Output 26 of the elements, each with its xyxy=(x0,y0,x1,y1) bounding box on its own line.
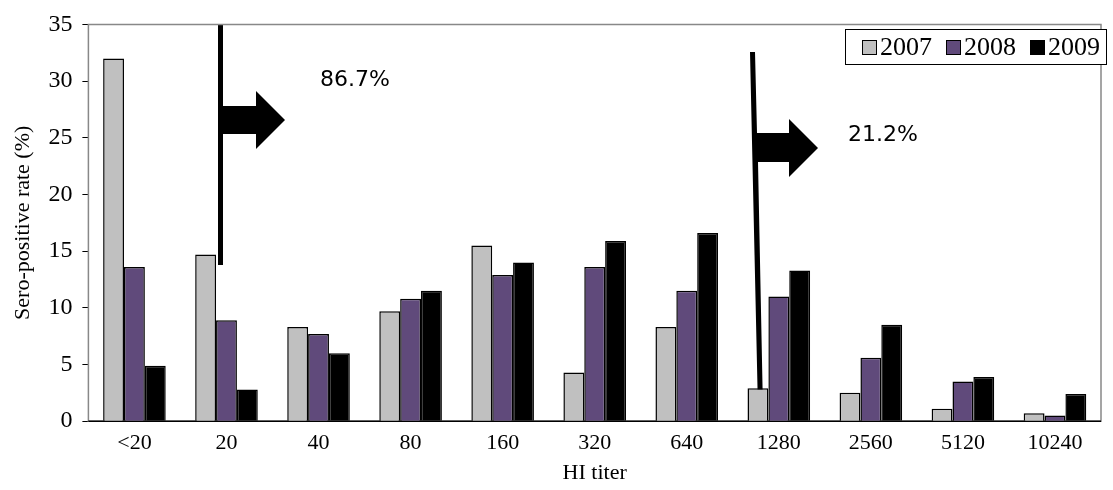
x-tick-label: 2560 xyxy=(848,429,893,455)
y-tick-label: 35 xyxy=(48,9,73,36)
y-tick-label: 15 xyxy=(48,236,73,263)
annotation: 21.2% xyxy=(848,120,918,146)
y-tick-label: 30 xyxy=(48,66,73,93)
x-tick-label: 20 xyxy=(215,429,238,455)
x-axis-title: HI titer xyxy=(562,458,628,484)
x-tick-label: <20 xyxy=(117,429,152,455)
y-tick-label: 5 xyxy=(60,349,73,376)
x-tick-label: 160 xyxy=(486,429,520,455)
annotation: 86.7% xyxy=(320,65,390,91)
x-tick-label: 640 xyxy=(670,429,704,455)
x-tick-label: 40 xyxy=(307,429,330,455)
legend-label: 2009 xyxy=(1048,32,1100,63)
y-axis-title: Sero-positive rate (%) xyxy=(8,125,34,320)
x-tick-label: 5120 xyxy=(940,429,985,455)
x-tick-label: 320 xyxy=(578,429,612,455)
legend-label: 2007 xyxy=(880,32,932,63)
x-tick-label: 1280 xyxy=(756,429,801,455)
y-tick-label: 0 xyxy=(60,406,73,433)
legend-label: 2008 xyxy=(964,32,1016,63)
x-tick-label: 80 xyxy=(399,429,422,455)
y-tick-label: 20 xyxy=(48,179,73,206)
x-tick-label: 10240 xyxy=(1027,429,1083,455)
y-tick-label: 25 xyxy=(48,123,73,150)
y-tick-label: 10 xyxy=(48,293,73,320)
